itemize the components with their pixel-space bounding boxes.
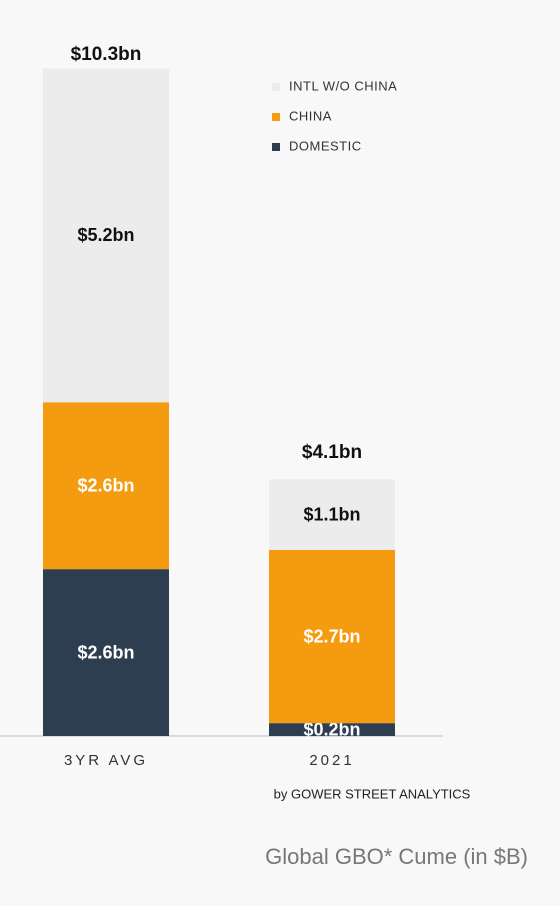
value-label: $2.6bn <box>77 475 134 495</box>
legend-label: INTL W/O CHINA <box>289 78 397 93</box>
value-label: $1.1bn <box>303 504 360 524</box>
legend-label: DOMESTIC <box>289 138 362 153</box>
bar-segment <box>43 569 169 736</box>
total-label: $4.1bn <box>302 442 362 463</box>
total-label: $10.3bn <box>71 44 142 65</box>
bar-segment <box>269 549 395 724</box>
legend-swatch <box>272 113 280 121</box>
value-label: $2.7bn <box>303 626 360 646</box>
value-label: $2.6bn <box>77 642 134 662</box>
legend-swatch <box>272 83 280 91</box>
source: by GOWER STREET ANALYTICS <box>274 786 471 801</box>
x-tick-label: 2021 <box>309 752 354 769</box>
x-tick-label: 3YR AVG <box>64 752 148 769</box>
value-label: $5.2bn <box>77 225 134 245</box>
value-label: $0.2bn <box>303 719 360 739</box>
chart-title: Global GBO* Cume (in $B) <box>265 844 528 869</box>
legend-label: CHINA <box>289 108 332 123</box>
bar-segment <box>43 402 169 570</box>
bar-segment <box>43 68 169 403</box>
legend-swatch <box>272 143 280 151</box>
bar-segment <box>269 723 395 736</box>
bar-segment <box>269 479 395 550</box>
